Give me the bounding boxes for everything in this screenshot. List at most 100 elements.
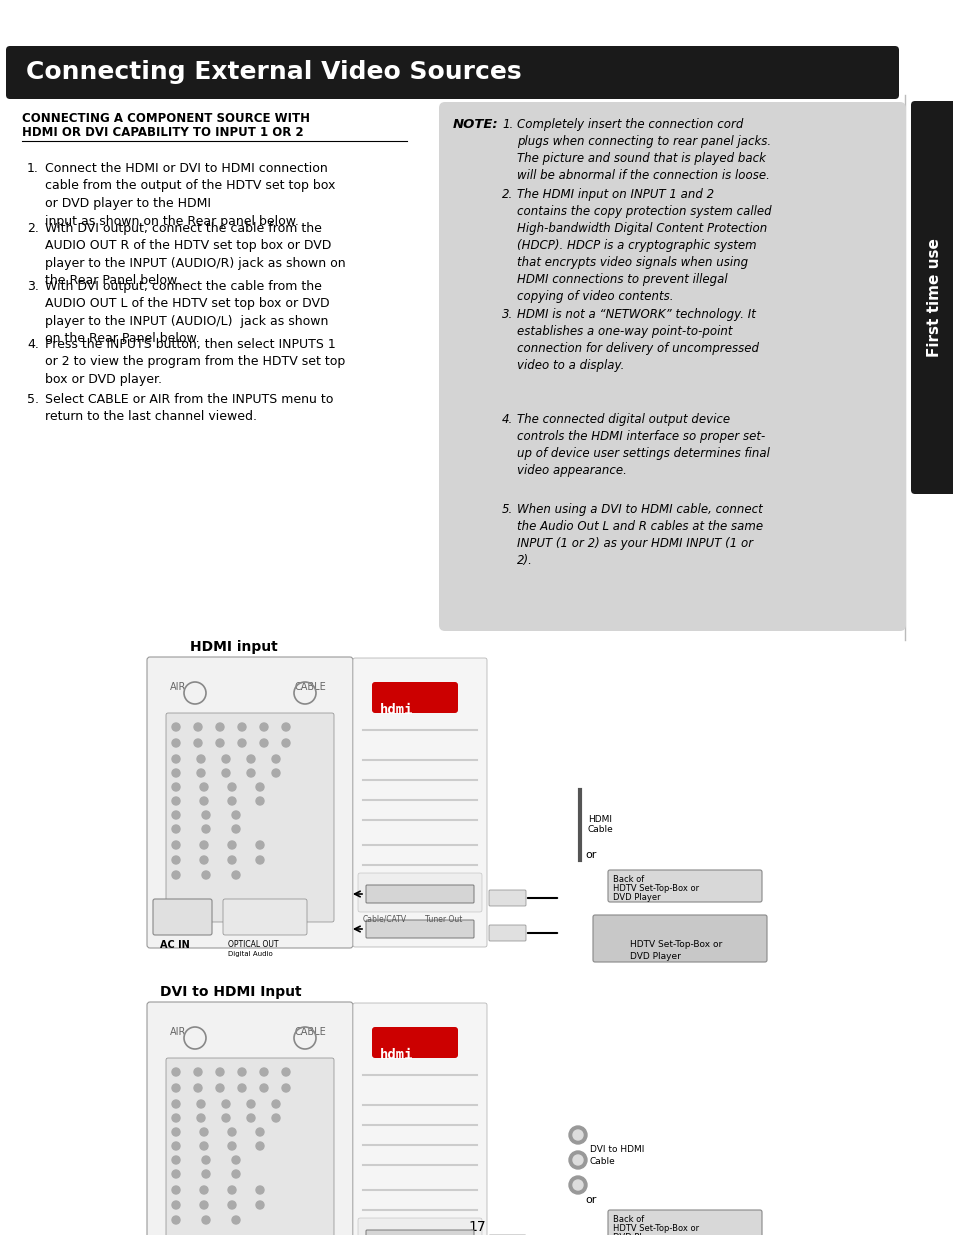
Circle shape — [272, 1114, 280, 1123]
Text: or: or — [584, 850, 596, 860]
Circle shape — [172, 1100, 180, 1108]
Text: AIR: AIR — [170, 682, 186, 692]
Text: Connecting External Video Sources: Connecting External Video Sources — [26, 61, 521, 84]
Text: hdmi: hdmi — [379, 703, 413, 718]
Circle shape — [172, 1200, 180, 1209]
Text: OPTICAL OUT: OPTICAL OUT — [228, 940, 278, 948]
Text: DVD Player: DVD Player — [613, 893, 659, 902]
Text: The HDMI input on INPUT 1 and 2
contains the copy protection system called
High-: The HDMI input on INPUT 1 and 2 contains… — [517, 188, 771, 303]
Text: DVD Player: DVD Player — [613, 1233, 659, 1235]
Circle shape — [172, 769, 180, 777]
Circle shape — [196, 1114, 205, 1123]
Circle shape — [232, 1170, 240, 1178]
Text: 5.: 5. — [27, 393, 39, 406]
Circle shape — [172, 856, 180, 864]
Circle shape — [237, 1068, 246, 1076]
Text: With DVI output, connect the cable from the
AUDIO OUT R of the HDTV set top box : With DVI output, connect the cable from … — [45, 222, 345, 288]
Circle shape — [247, 1114, 254, 1123]
FancyBboxPatch shape — [366, 920, 474, 939]
Circle shape — [172, 1142, 180, 1150]
Text: Completely insert the connection cord
plugs when connecting to rear panel jacks.: Completely insert the connection cord pl… — [517, 119, 770, 182]
Circle shape — [172, 1068, 180, 1076]
Text: Tuner Out: Tuner Out — [424, 915, 462, 924]
Text: HDTV Set-Top-Box or: HDTV Set-Top-Box or — [613, 1224, 699, 1233]
Circle shape — [568, 1151, 586, 1170]
Text: or: or — [584, 1195, 596, 1205]
Text: 4.: 4. — [27, 338, 39, 351]
Circle shape — [215, 1084, 224, 1092]
Circle shape — [172, 755, 180, 763]
Circle shape — [228, 797, 235, 805]
Text: Digital Audio: Digital Audio — [228, 951, 273, 957]
Circle shape — [232, 811, 240, 819]
Circle shape — [228, 783, 235, 790]
Text: 1.: 1. — [501, 119, 513, 131]
FancyBboxPatch shape — [593, 915, 766, 962]
Circle shape — [222, 1100, 230, 1108]
Text: 17: 17 — [468, 1220, 485, 1234]
Circle shape — [202, 871, 210, 879]
Circle shape — [237, 722, 246, 731]
Circle shape — [573, 1130, 582, 1140]
Text: 5.: 5. — [501, 503, 513, 516]
FancyBboxPatch shape — [372, 1028, 457, 1058]
Circle shape — [200, 1128, 208, 1136]
Circle shape — [172, 841, 180, 848]
Circle shape — [172, 1114, 180, 1123]
Text: Press the INPUTS button, then select INPUTS 1
or 2 to view the program from the : Press the INPUTS button, then select INP… — [45, 338, 345, 387]
Circle shape — [200, 797, 208, 805]
Circle shape — [568, 1176, 586, 1194]
Circle shape — [260, 739, 268, 747]
Circle shape — [202, 1156, 210, 1165]
Text: Back of: Back of — [613, 876, 643, 884]
Text: CONNECTING A COMPONENT SOURCE WITH: CONNECTING A COMPONENT SOURCE WITH — [22, 112, 310, 125]
FancyBboxPatch shape — [147, 1002, 353, 1235]
Circle shape — [193, 739, 202, 747]
Circle shape — [272, 769, 280, 777]
Circle shape — [172, 811, 180, 819]
Circle shape — [200, 783, 208, 790]
Circle shape — [237, 739, 246, 747]
Circle shape — [232, 1156, 240, 1165]
Circle shape — [215, 1068, 224, 1076]
Text: Select CABLE or AIR from the INPUTS menu to
return to the last channel viewed.: Select CABLE or AIR from the INPUTS menu… — [45, 393, 333, 424]
Circle shape — [282, 1084, 290, 1092]
Circle shape — [193, 1068, 202, 1076]
Circle shape — [282, 1068, 290, 1076]
FancyBboxPatch shape — [438, 103, 905, 631]
Circle shape — [172, 797, 180, 805]
Circle shape — [255, 1186, 264, 1194]
FancyBboxPatch shape — [607, 869, 761, 902]
FancyBboxPatch shape — [489, 890, 525, 906]
Circle shape — [200, 856, 208, 864]
Circle shape — [200, 841, 208, 848]
Circle shape — [232, 1216, 240, 1224]
Text: 4.: 4. — [501, 412, 513, 426]
Circle shape — [255, 1142, 264, 1150]
Circle shape — [172, 871, 180, 879]
Text: 1.: 1. — [27, 162, 39, 175]
Circle shape — [172, 722, 180, 731]
Circle shape — [202, 1216, 210, 1224]
Circle shape — [196, 1100, 205, 1108]
FancyBboxPatch shape — [353, 1003, 486, 1235]
Circle shape — [200, 1200, 208, 1209]
Circle shape — [172, 739, 180, 747]
Circle shape — [282, 722, 290, 731]
Text: DVI to HDMI
Cable: DVI to HDMI Cable — [589, 1145, 643, 1166]
Circle shape — [222, 1114, 230, 1123]
Circle shape — [228, 1186, 235, 1194]
Circle shape — [272, 755, 280, 763]
FancyBboxPatch shape — [366, 1230, 474, 1235]
Circle shape — [222, 755, 230, 763]
FancyBboxPatch shape — [223, 899, 307, 935]
Text: HDTV Set-Top-Box or
DVD Player: HDTV Set-Top-Box or DVD Player — [629, 940, 721, 961]
Text: hdmi: hdmi — [379, 1049, 413, 1062]
Circle shape — [196, 769, 205, 777]
FancyBboxPatch shape — [152, 899, 212, 935]
FancyBboxPatch shape — [357, 1218, 481, 1235]
Text: DVI to HDMI Input: DVI to HDMI Input — [160, 986, 301, 999]
Circle shape — [172, 1156, 180, 1165]
Circle shape — [172, 1170, 180, 1178]
Circle shape — [196, 755, 205, 763]
